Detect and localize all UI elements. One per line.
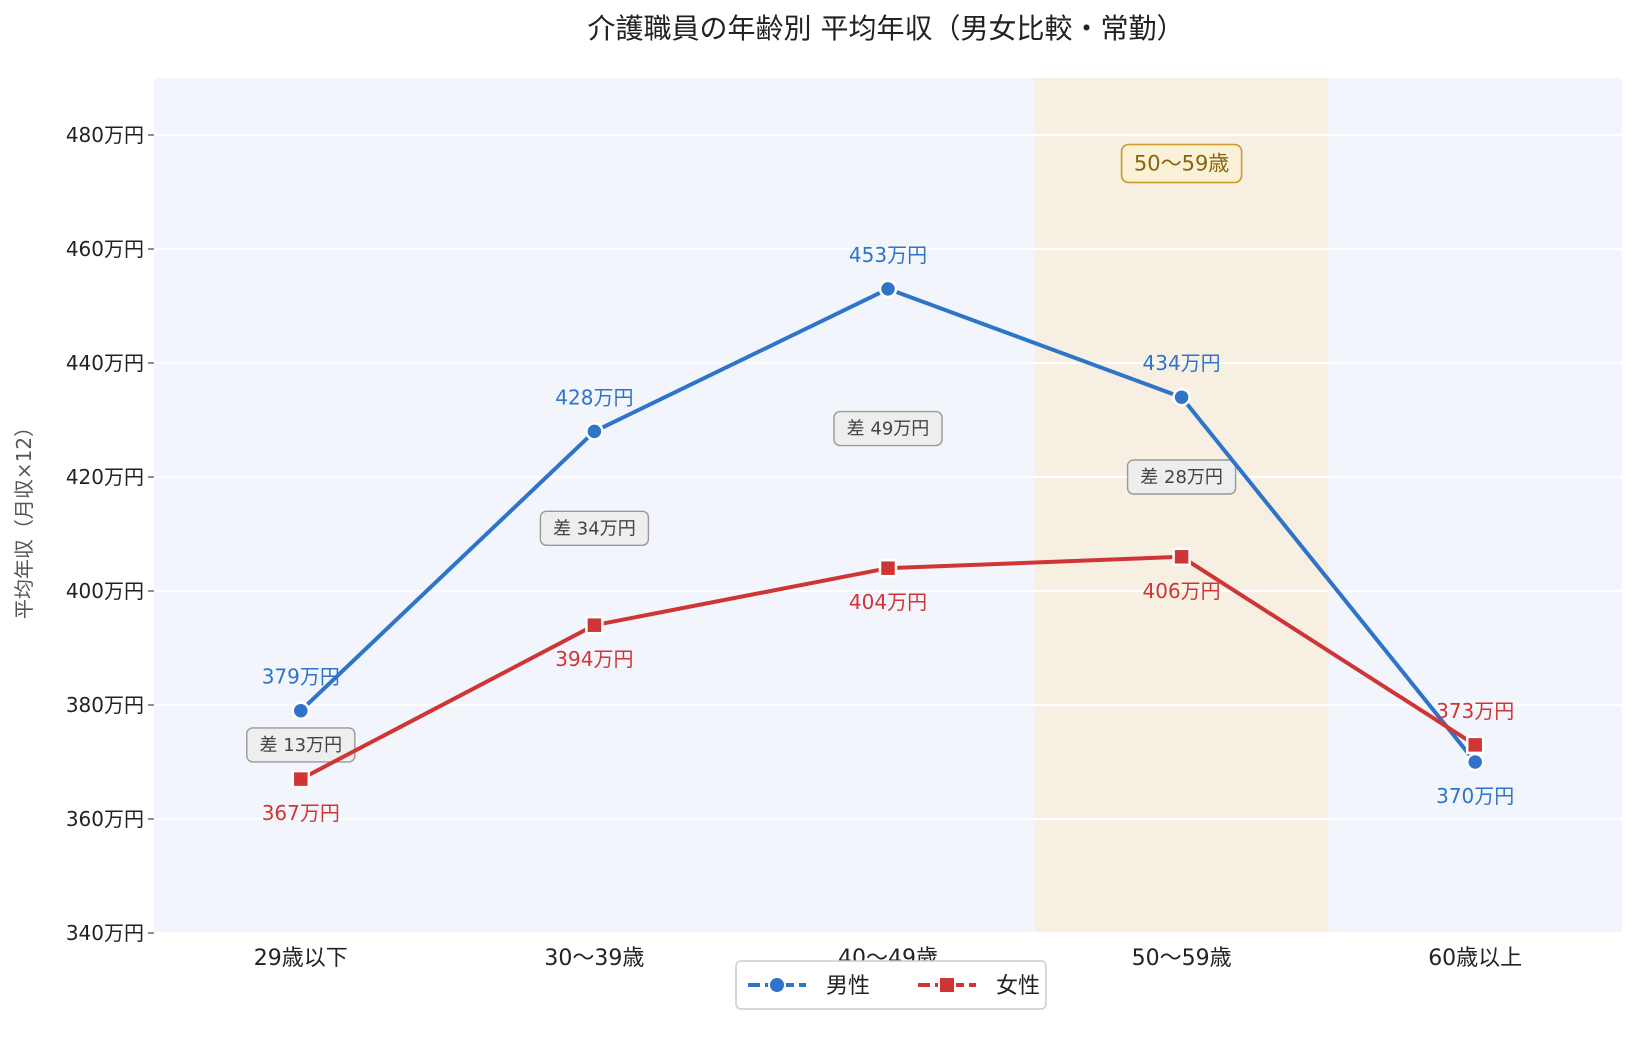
data-point-female [1465,735,1485,755]
chart-title: 介護職員の年齢別 平均年収（男女比較・常勤） [588,12,1185,45]
data-label-male: 453万円 [849,243,927,267]
data-label-male: 434万円 [1143,351,1221,375]
data-label-female: 367万円 [262,801,340,825]
data-label-male: 379万円 [262,665,340,689]
data-point-female [1172,547,1191,567]
legend-marker-female [938,976,956,994]
y-tick-label: 380万円 [66,693,144,717]
data-point-male [1172,387,1191,407]
data-point-male [291,701,311,720]
y-tick-label: 420万円 [66,465,144,489]
difference-label: 差 34万円 [553,518,636,539]
y-tick-label: 480万円 [66,123,144,147]
highlight-badge [1120,143,1243,184]
difference-box [539,510,650,546]
legend-marker-male [768,976,786,994]
difference-label: 差 13万円 [259,735,342,756]
x-tick-label: 50〜59歳 [1132,946,1232,971]
difference-box [246,727,356,763]
data-label-male: 428万円 [555,385,633,409]
y-tick-label: 440万円 [66,351,144,375]
y-axis-label: 平均年収（月収×12） [12,417,36,619]
plot-background [154,78,1622,933]
data-label-female: 373万円 [1436,699,1514,723]
y-tick-label: 360万円 [66,807,144,831]
difference-label: 差 49万円 [847,419,930,440]
x-tick-label: 60歳以上 [1428,946,1522,971]
data-point-male [878,279,898,299]
x-tick-label: 30〜39歳 [544,946,644,971]
difference-label: 差 28万円 [1140,467,1223,488]
y-tick-label: 340万円 [66,921,144,945]
data-point-female [291,769,311,789]
legend-box [735,960,1047,1010]
highlight-band [1034,78,1329,933]
data-point-female [878,558,898,578]
difference-box [1126,459,1237,495]
x-tick-label: 29歳以下 [254,946,348,971]
data-label-female: 406万円 [1143,579,1221,603]
highlight-badge-label: 50〜59歳 [1134,152,1229,176]
data-point-male [1465,752,1485,772]
legend: 男性 女性 [735,960,1047,1010]
data-point-female [585,615,604,635]
legend-label-female: 女性 [996,974,1040,999]
plot-area: 340万円 360万円 380万円 400万円 420万円 440万円 460万円 480万円… [66,78,1622,971]
data-point-male [585,422,604,441]
data-label-female: 394万円 [555,647,633,671]
data-label-male: 370万円 [1436,784,1514,808]
data-label-female: 404万円 [849,590,927,614]
y-tick-label: 400万円 [66,579,144,603]
difference-box [833,410,943,447]
legend-label-male: 男性 [826,974,870,999]
y-tick-label: 460万円 [66,237,144,261]
